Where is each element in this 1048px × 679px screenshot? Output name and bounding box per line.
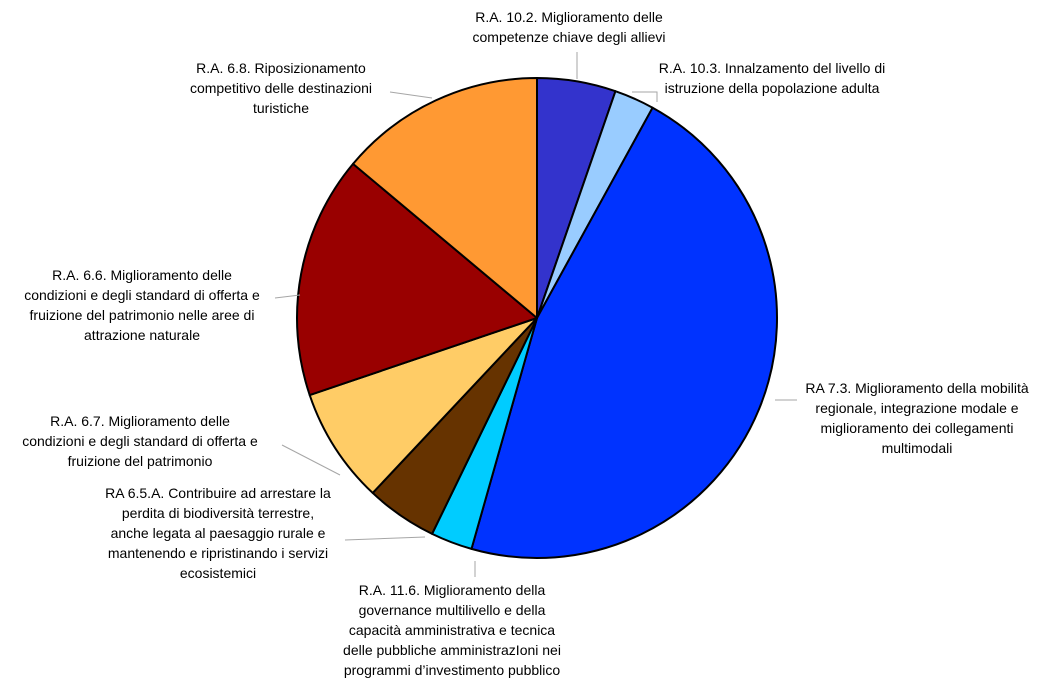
slice-label-line: R.A. 6.8. Riposizionamento (196, 60, 366, 76)
slice-label-line: multimodali (882, 440, 953, 456)
slice-label-line: condizioni e degli standard di offerta e (24, 287, 260, 303)
slice-label: R.A. 6.7. Miglioramento delle condizioni … (22, 413, 258, 469)
slice-label-line: governance multilivello e della (359, 602, 546, 618)
leader-line (344, 536, 426, 541)
slice-label-line: mantenendo e ripristinando i servizi (108, 545, 328, 561)
slice-label-line: anche legata al paesaggio rurale e (111, 525, 326, 541)
slice-label-line: delle pubbliche amministrazIoni nei (343, 642, 561, 658)
pie-slice (352, 77, 538, 319)
slice-label-line: RA 7.3. Miglioramento della mobilità (805, 380, 1029, 396)
slice-label-line: programmi d’investimento pubblico (344, 662, 561, 678)
slice-label-line: miglioramento dei collegamenti (821, 420, 1014, 436)
slice-label: R.A. 11.6. Miglioramento della governance… (343, 582, 561, 678)
slice-label-line: competitivo delle destinazioni (190, 80, 372, 96)
slice-label: R.A. 10.2. Miglioramento delle competenze… (473, 9, 666, 45)
slice-label: R.A. 10.3. Innalzamento del livello di is… (659, 60, 885, 96)
slice-label-line: R.A. 6.7. Miglioramento delle (50, 413, 230, 429)
slice-label-line: R.A. 6.6. Miglioramento delle (52, 267, 232, 283)
leader-line (389, 91, 433, 99)
pie-slices (296, 77, 778, 559)
slice-label-line: capacità amministrativa e tecnica (349, 622, 555, 638)
slice-labels: R.A. 10.2. Miglioramento delle competenze… (22, 9, 1029, 678)
slice-label-line: R.A. 10.2. Miglioramento delle (475, 9, 663, 25)
slice-label-line: perdita di biodiversità terrestre, (122, 505, 314, 521)
slice-label: RA 6.5.A. Contribuire ad arrestare la per… (105, 485, 331, 581)
slice-label-line: R.A. 11.6. Miglioramento della (359, 582, 546, 598)
slice-label-line: regionale, integrazione modale e (815, 400, 1018, 416)
slice-label-line: turistiche (253, 100, 309, 116)
leader-lines (274, 52, 797, 577)
slice-label-line: competenze chiave degli allievi (473, 29, 666, 45)
slice-label-line: istruzione della popolazione adulta (665, 80, 880, 96)
slice-label-line: condizioni e degli standard di offerta e (22, 433, 258, 449)
slice-label: R.A. 6.6. Miglioramento delle condizioni … (24, 267, 260, 343)
slice-label-line: fruizione del patrimonio nelle aree di (30, 307, 255, 323)
slice-label: RA 7.3. Miglioramento della mobilità regi… (805, 380, 1029, 456)
slice-label: R.A. 6.8. Riposizionamento competitivo de… (190, 60, 372, 116)
pie-slice (296, 162, 538, 397)
slice-label-line: ecosistemici (180, 565, 256, 581)
pie-slice (308, 317, 538, 494)
leader-line (274, 294, 301, 299)
slice-label-line: attrazione naturale (84, 327, 200, 343)
slice-label-line: fruizione del patrimonio (68, 453, 213, 469)
slice-label-line: RA 6.5.A. Contribuire ad arrestare la (105, 485, 331, 501)
leader-line (632, 91, 658, 102)
slice-label-line: R.A. 10.3. Innalzamento del livello di (659, 60, 885, 76)
leader-line (281, 444, 341, 476)
pie-slice (470, 106, 778, 559)
